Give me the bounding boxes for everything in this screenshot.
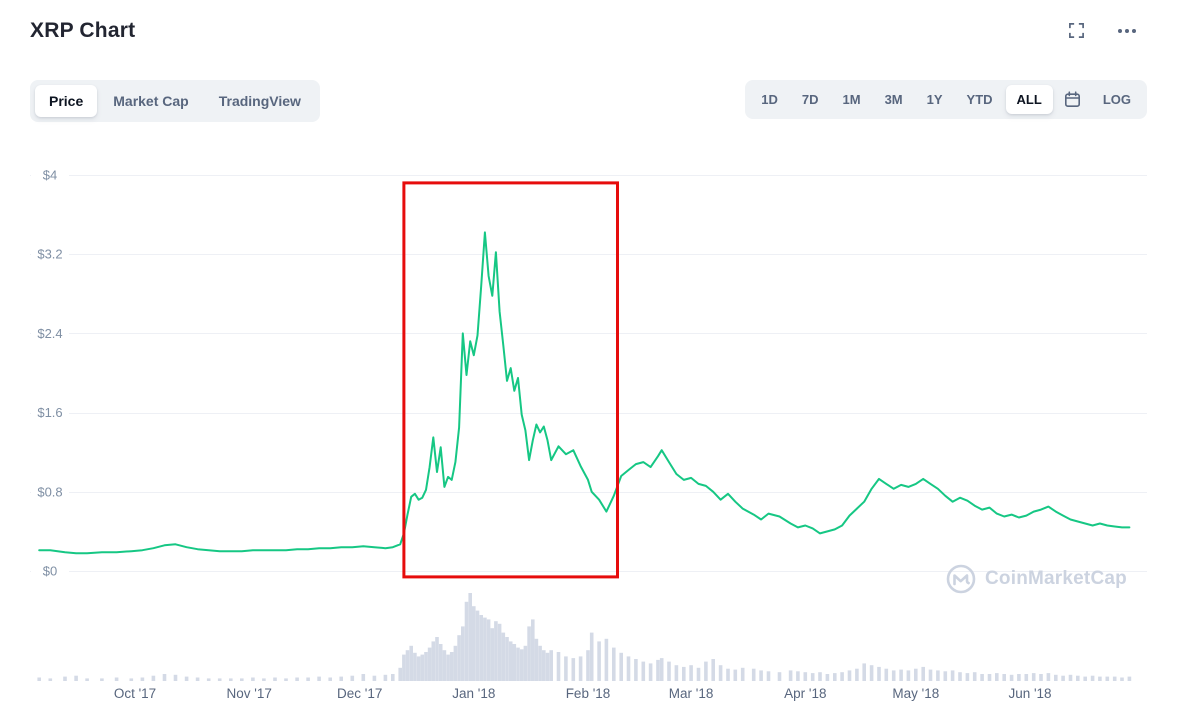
fullscreen-icon	[1069, 23, 1084, 38]
tab-price[interactable]: Price	[35, 85, 98, 117]
highlight-annotation-rect	[402, 181, 619, 579]
calendar-icon	[1064, 91, 1080, 108]
tab-tradingview[interactable]: TradingView	[205, 85, 315, 117]
svg-text:Jan '18: Jan '18	[452, 686, 495, 701]
watermark-label: CoinMarketCap	[985, 568, 1127, 589]
svg-text:Feb '18: Feb '18	[566, 686, 611, 701]
svg-text:May '18: May '18	[892, 686, 939, 701]
range-1y[interactable]: 1Y	[916, 85, 954, 114]
range-all[interactable]: ALL	[1005, 85, 1053, 114]
grid-lines	[30, 175, 1147, 572]
svg-text:$0.8: $0.8	[37, 484, 62, 499]
range-1m[interactable]: 1M	[832, 85, 872, 114]
x-axis-labels: Oct '17 Nov '17 Dec '17 Jan '18 Feb '18 Mar '…	[114, 686, 1052, 701]
log-scale-toggle[interactable]: LOG	[1092, 85, 1142, 114]
svg-text:Apr '18: Apr '18	[784, 686, 826, 701]
svg-text:Jun '18: Jun '18	[1008, 686, 1051, 701]
svg-text:Oct '17: Oct '17	[114, 686, 156, 701]
svg-text:$3.2: $3.2	[37, 247, 62, 262]
chart-toolbar: Price Market Cap TradingView 1D 7D 1M 3M…	[30, 80, 1147, 122]
calendar-button[interactable]	[1055, 86, 1090, 113]
range-1d[interactable]: 1D	[750, 85, 789, 114]
y-axis-labels: $0 $0.8 $1.6 $2.4 $3.2 $4	[31, 166, 69, 580]
more-options-button[interactable]	[1113, 24, 1141, 38]
header-actions	[1064, 18, 1147, 43]
svg-text:$1.6: $1.6	[37, 405, 62, 420]
svg-text:Dec '17: Dec '17	[337, 686, 382, 701]
svg-text:Nov '17: Nov '17	[227, 686, 272, 701]
range-3m[interactable]: 3M	[874, 85, 914, 114]
svg-text:$2.4: $2.4	[37, 326, 62, 341]
fullscreen-button[interactable]	[1064, 18, 1089, 43]
ellipsis-icon	[1118, 28, 1136, 33]
volume-bars	[37, 593, 1132, 681]
svg-text:$0: $0	[43, 564, 57, 579]
page-title: XRP Chart	[30, 18, 136, 42]
svg-text:Mar '18: Mar '18	[669, 686, 714, 701]
svg-text:$4: $4	[43, 168, 57, 183]
watermark: CoinMarketCap	[946, 564, 1127, 594]
range-7d[interactable]: 7D	[791, 85, 830, 114]
coinmarketcap-logo-icon	[946, 564, 976, 594]
chart-type-tabs: Price Market Cap TradingView	[30, 80, 320, 122]
price-line	[38, 231, 1131, 555]
chart-header: XRP Chart	[0, 0, 1177, 43]
range-ytd[interactable]: YTD	[956, 85, 1004, 114]
time-range-selector: 1D 7D 1M 3M 1Y YTD ALL LOG	[745, 80, 1147, 119]
tab-market-cap[interactable]: Market Cap	[99, 85, 202, 117]
